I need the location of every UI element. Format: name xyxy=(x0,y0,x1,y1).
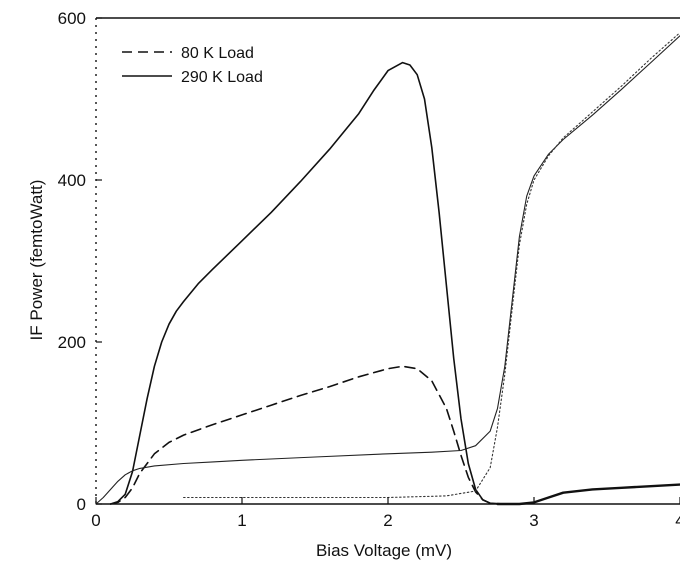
y-axis-title: IF Power (femtoWatt) xyxy=(27,180,46,341)
y-tick-label: 0 xyxy=(77,495,86,514)
chart-series-layer xyxy=(95,32,680,506)
x-tick-label: 2 xyxy=(383,511,392,530)
series-line-dashed xyxy=(109,365,491,505)
legend-entry-label: 290 K Load xyxy=(181,69,263,86)
series-line-dotted xyxy=(183,32,680,499)
x-tick-label: 4 xyxy=(675,511,680,530)
x-axis-title: Bias Voltage (mV) xyxy=(316,541,452,560)
y-tick-label: 400 xyxy=(58,171,86,190)
x-tick-label: 0 xyxy=(91,511,100,530)
x-tick-label: 3 xyxy=(529,511,538,530)
chart-legend: 80 K Load 290 K Load xyxy=(122,45,263,86)
series-line-thick-solid xyxy=(496,483,680,506)
chart-ticks: 0 1 2 3 4 0 200 400 600 xyxy=(58,9,680,530)
x-tick-label: 1 xyxy=(237,511,246,530)
series-line-thin-solid xyxy=(95,35,680,505)
y-tick-label: 200 xyxy=(58,333,86,352)
legend-entry-label: 80 K Load xyxy=(181,45,254,62)
chart-axes xyxy=(95,17,680,505)
y-tick-label: 600 xyxy=(58,9,86,28)
series-line-solid xyxy=(109,61,506,505)
